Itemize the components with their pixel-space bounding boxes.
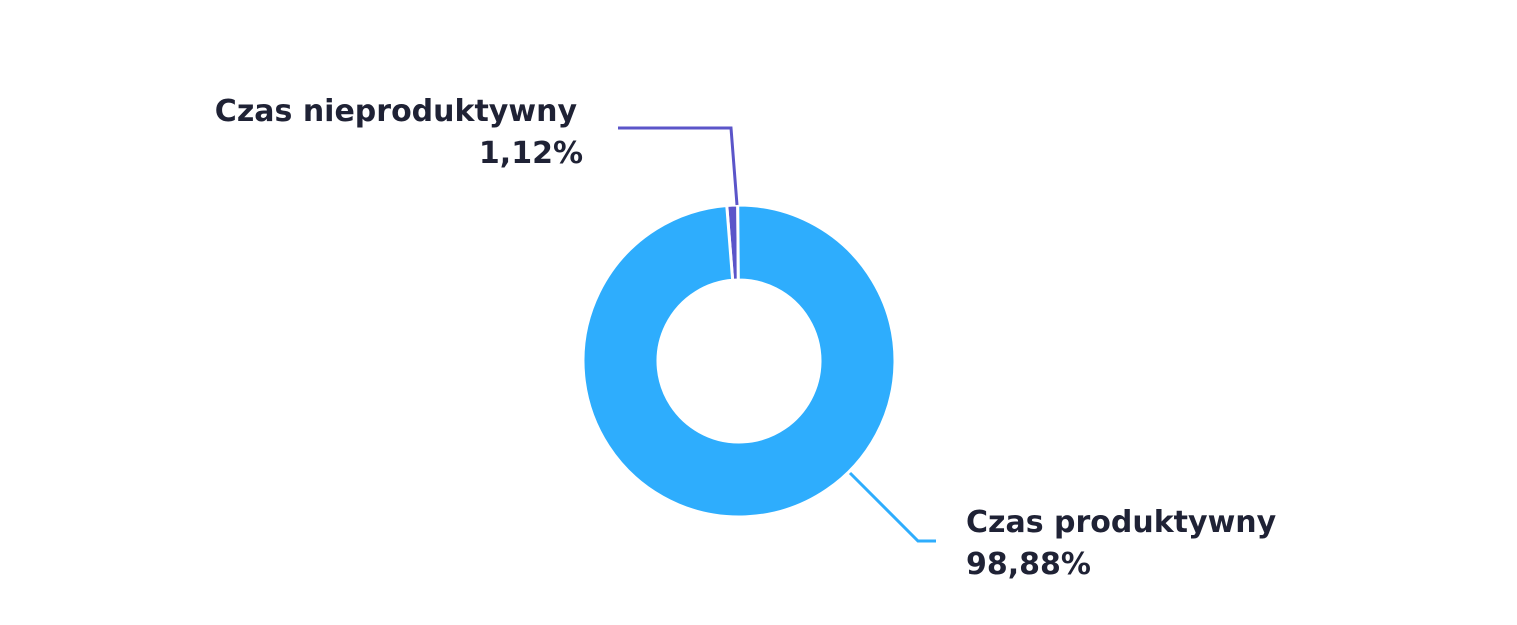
leader-line-nonproductive [618,126,739,206]
slice-label-nonproductive-value: 1,12% [479,136,583,171]
leader-line-productive [848,471,936,543]
donut-slices [581,203,897,519]
slice-label-productive-name: Czas produktywny [966,505,1277,540]
leader-lines [618,126,936,543]
donut-slice-productive [581,203,897,519]
slice-label-nonproductive-name: Czas nieproduktywny [215,94,578,129]
slice-label-productive-value: 98,88% [966,547,1091,582]
slice-label-productive: Czas produktywny 98,88% [966,505,1277,582]
slice-label-nonproductive: Czas nieproduktywny 1,12% [215,94,583,171]
